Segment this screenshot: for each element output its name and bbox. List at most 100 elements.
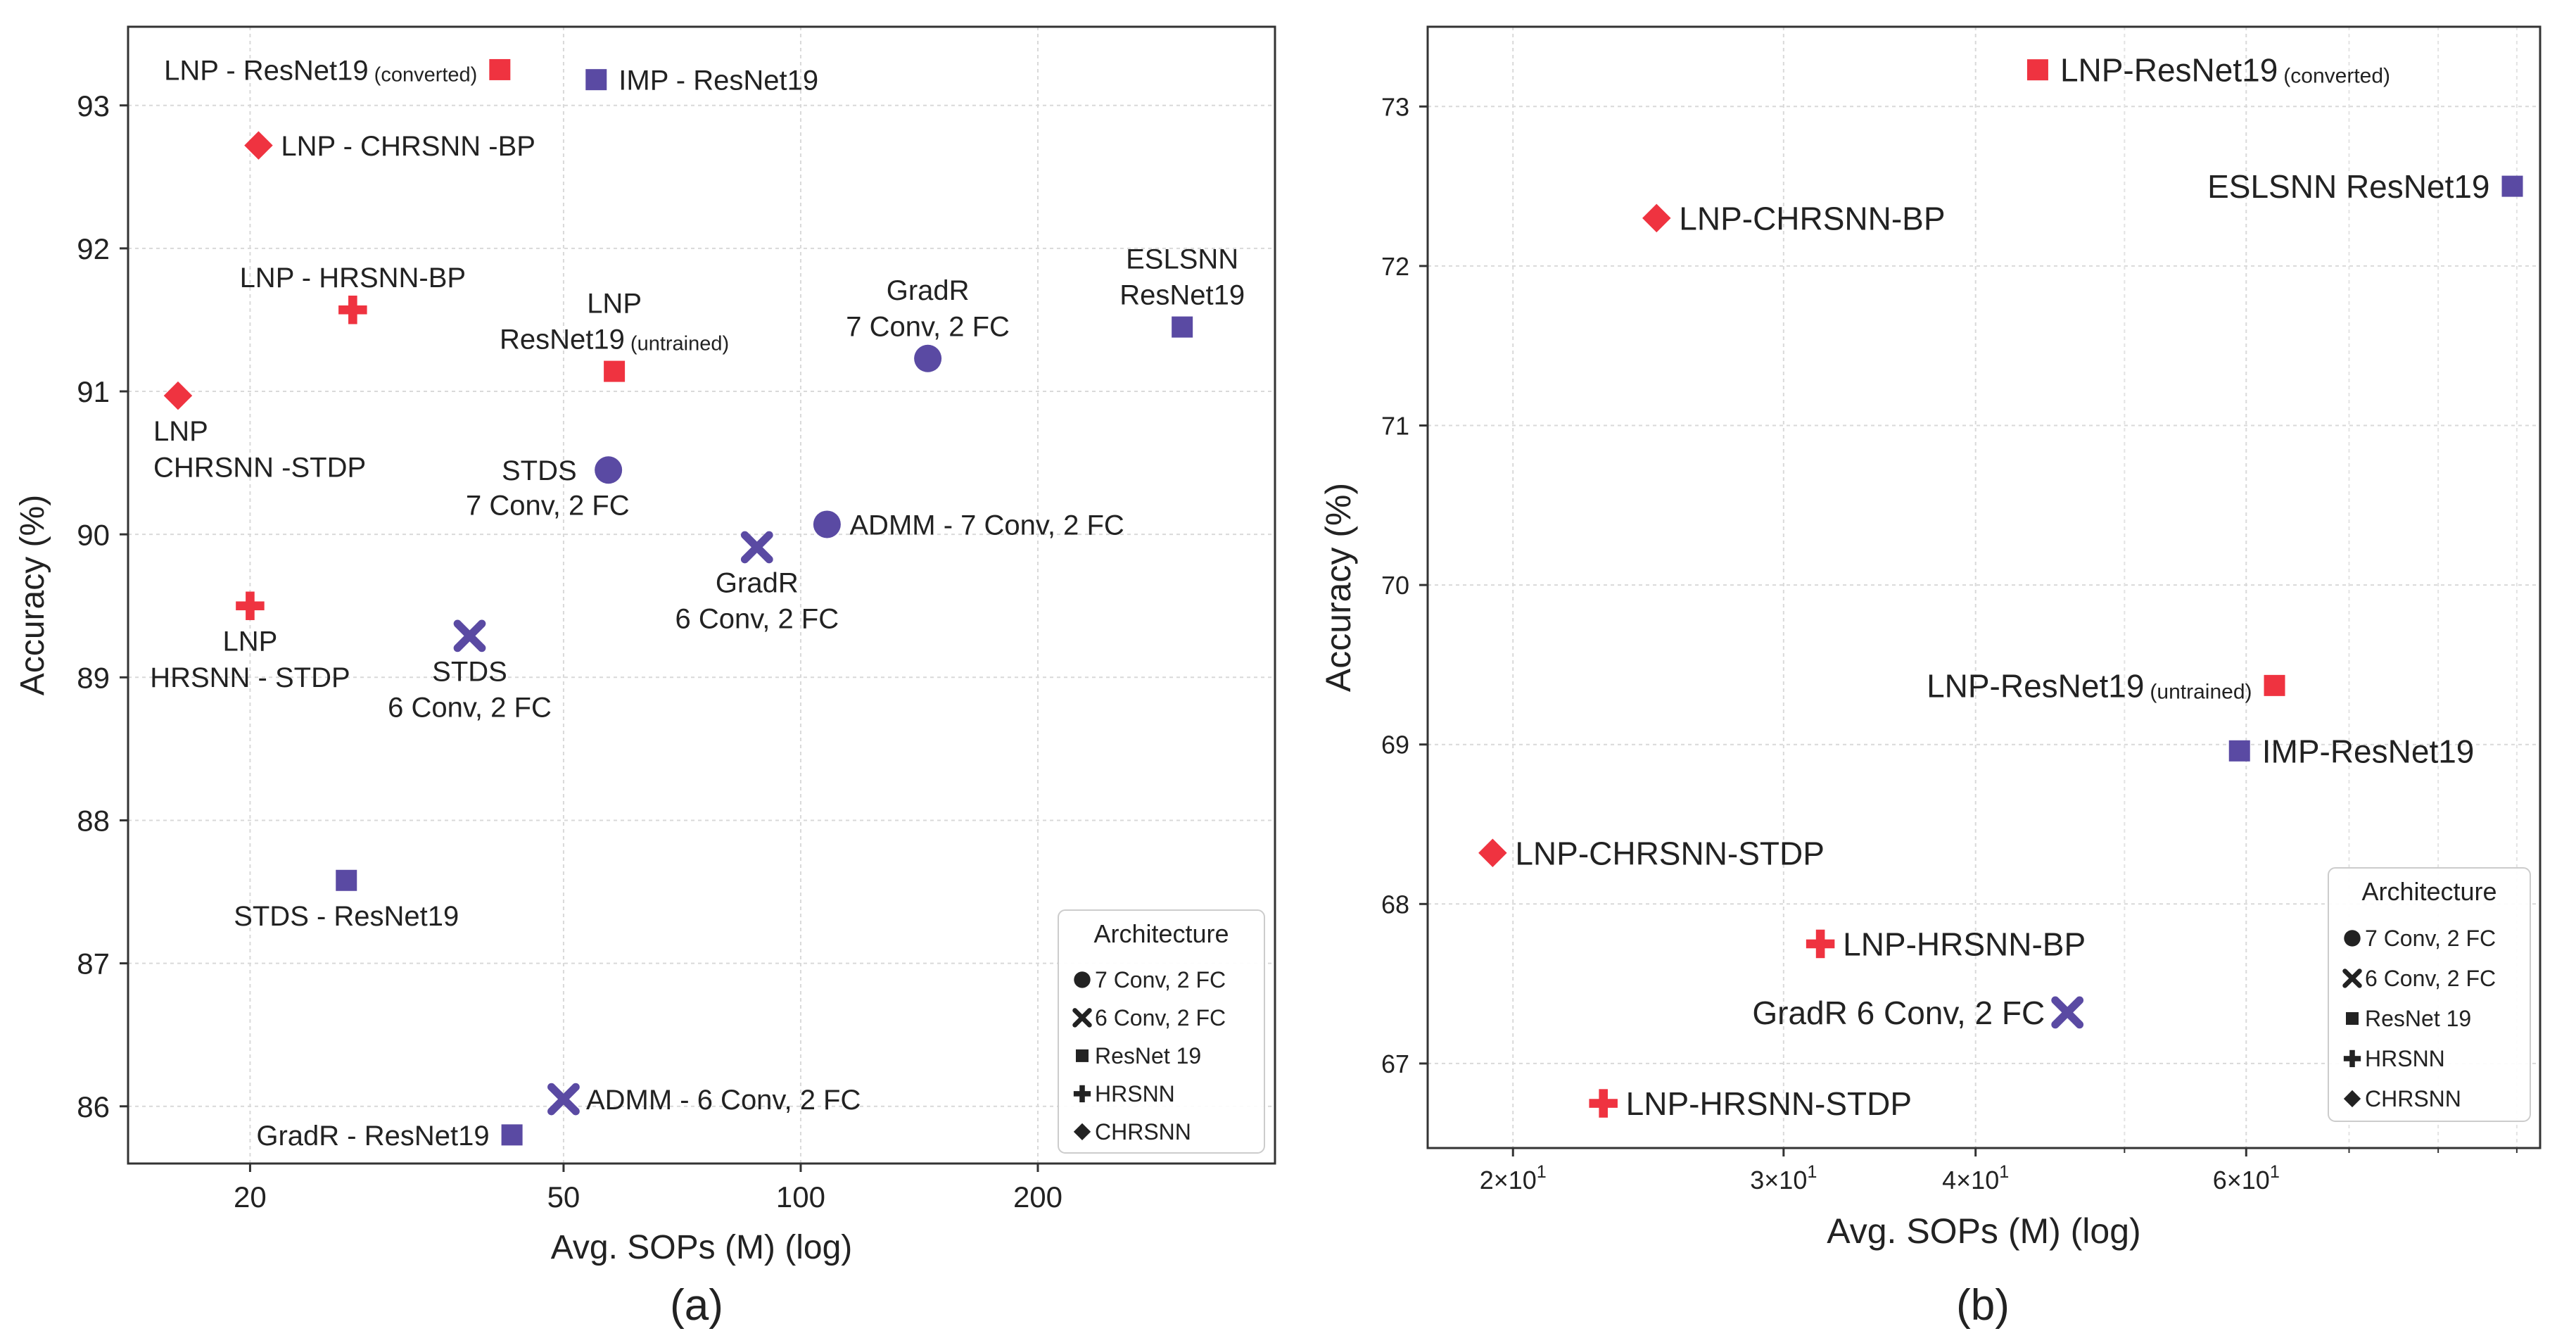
y-tick-label: 90: [77, 518, 110, 551]
x-tick-label: 6×101: [2213, 1162, 2280, 1194]
y-tick-label: 91: [77, 375, 110, 408]
data-point-diamond: [1642, 203, 1671, 233]
panel-a-chart: 86 87 88 89 90 91 92 93 20 50 100 200 Avg. SOPs (M) …: [14, 25, 1276, 1266]
plot-frame: [127, 25, 1276, 1165]
data-point-square: [2026, 59, 2048, 81]
point-label: GradR: [716, 567, 799, 598]
data-point-plus: [236, 591, 265, 620]
y-tick-label: 68: [1381, 890, 1409, 919]
point-label: LNP - CHRSNN -BP: [281, 131, 535, 162]
point-label: 6 Conv, 2 FC: [675, 604, 839, 635]
y-tick-label: 70: [1381, 571, 1409, 600]
data-point-square: [336, 869, 357, 891]
point-label: CHRSNN -STDP: [153, 452, 366, 483]
point-label: LNP: [587, 288, 642, 319]
legend-marker-circle: [1074, 971, 1091, 988]
point-label: LNP-ResNet19 (untrained): [1927, 667, 2252, 704]
data-point-circle: [595, 456, 623, 484]
legend-label: ResNet 19: [1095, 1043, 1201, 1068]
point-label: 7 Conv, 2 FC: [846, 311, 1010, 342]
panel-b-chart: 67 68 69 70 71 72 73 2×101 3×101 4×101 6×101 Avg. S…: [1319, 25, 2542, 1251]
data-point-square: [585, 69, 607, 91]
y-tick-label: 67: [1381, 1049, 1409, 1078]
legend-marker-square: [1076, 1049, 1089, 1062]
data-point-square: [501, 1124, 523, 1146]
plot-frame: [1426, 25, 2542, 1149]
point-label: LNP-CHRSNN-STDP: [1515, 835, 1825, 871]
point-label: 7 Conv, 2 FC: [466, 491, 630, 522]
data-point-square: [1172, 316, 1193, 338]
data-point-diamond: [1478, 838, 1507, 868]
point-label: LNP - ResNet19 (converted): [164, 55, 477, 86]
point-label: 6 Conv, 2 FC: [388, 693, 552, 724]
point-label: LNP - HRSNN-BP: [240, 263, 467, 294]
point-label: IMP - ResNet19: [618, 65, 818, 96]
data-point-square: [2228, 740, 2250, 762]
y-tick-label: 92: [77, 232, 110, 265]
y-tick-label: 86: [77, 1090, 110, 1123]
point-label: STDS: [502, 455, 577, 486]
grid: [128, 27, 1275, 1164]
y-tick-label: 93: [77, 89, 110, 122]
panel-b-caption: (b): [1956, 1281, 2010, 1330]
y-tick-label: 73: [1381, 92, 1409, 121]
data-point-plus: [338, 295, 367, 324]
point-label: ADMM - 6 Conv, 2 FC: [586, 1085, 861, 1116]
y-tick-label: 71: [1381, 411, 1409, 440]
point-label: LNP: [223, 626, 278, 657]
data-point-circle: [813, 510, 841, 538]
point-label: ESLSNN: [1126, 244, 1238, 275]
x-tick-label: 100: [776, 1180, 825, 1213]
data-point-x: [740, 531, 773, 564]
legend-label: 6 Conv, 2 FC: [2365, 966, 2496, 991]
legend-marker-diamond: [1073, 1123, 1091, 1141]
point-label: ADMM - 7 Conv, 2 FC: [849, 510, 1124, 541]
point-label: GradR: [887, 275, 970, 306]
data-point-diamond: [244, 131, 273, 160]
legend-label: HRSNN: [2365, 1046, 2445, 1071]
point-label: LNP-HRSNN-BP: [1843, 926, 2086, 963]
data-point-square: [2501, 175, 2523, 197]
point-label-note: (converted): [374, 63, 478, 86]
legend-marker-plus: [1073, 1085, 1091, 1103]
point-label: STDS: [432, 656, 507, 687]
panel-a-caption: (a): [670, 1281, 723, 1330]
y-tick-label: 87: [77, 947, 110, 981]
point-label: LNP-ResNet19 (converted): [2060, 52, 2390, 89]
x-tick-label: 200: [1013, 1180, 1062, 1213]
data-point-x: [547, 1083, 580, 1116]
legend: Architecture 7 Conv, 2 FC 6 Conv, 2 FC ResN…: [1058, 909, 1265, 1154]
data-point-square: [489, 58, 511, 80]
legend-label: HRSNN: [1095, 1081, 1175, 1106]
data-point-square: [604, 360, 626, 382]
point-label: ResNet19 (untrained): [500, 324, 729, 355]
grid: [1428, 27, 2540, 1148]
legend-marker-x: [1072, 1008, 1092, 1028]
legend-marker-diamond: [2343, 1090, 2361, 1108]
point-label-note: (untrained): [2150, 680, 2252, 703]
legend-label: ResNet 19: [2365, 1006, 2471, 1031]
data-point-x: [2051, 996, 2084, 1029]
legend-marker-circle: [2344, 930, 2361, 947]
data-point-diamond: [163, 381, 193, 410]
x-tick-label: 3×101: [1750, 1162, 1817, 1194]
legend-label: CHRSNN: [2365, 1086, 2461, 1111]
point-label: GradR 6 Conv, 2 FC: [1752, 995, 2045, 1031]
legend-marker-x: [2342, 969, 2362, 988]
x-tick-label: 2×101: [1480, 1162, 1547, 1194]
legend: Architecture 7 Conv, 2 FC 6 Conv, 2 FC ResN…: [2328, 867, 2531, 1122]
legend-label: 7 Conv, 2 FC: [1095, 967, 1226, 992]
legend-marker-plus: [2343, 1049, 2361, 1068]
point-label-note: (untrained): [630, 333, 729, 355]
point-label: IMP-ResNet19: [2262, 733, 2475, 769]
data-point-plus: [1806, 929, 1835, 959]
point-label: LNP-HRSNN-STDP: [1626, 1085, 1912, 1122]
data-point-circle: [914, 344, 942, 372]
legend-title: Architecture: [2361, 877, 2496, 906]
legend-label: 6 Conv, 2 FC: [1095, 1005, 1226, 1030]
data-point-x: [453, 619, 486, 652]
y-tick-label: 89: [77, 661, 110, 694]
legend-box: [2328, 867, 2531, 1122]
legend-box: [1058, 909, 1265, 1154]
